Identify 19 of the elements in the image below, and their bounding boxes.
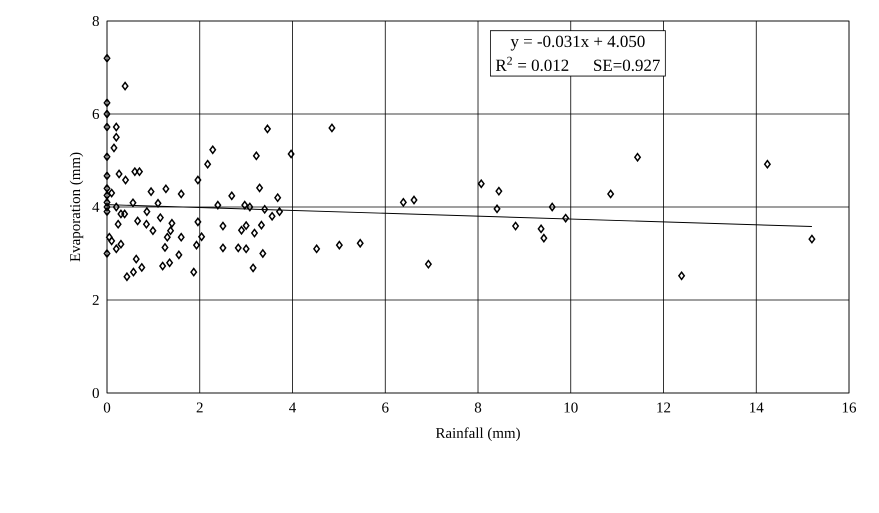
x-tick-label: 2 [196,402,203,412]
annotation: R$^{2}$ = 0.012 [496,56,568,72]
y-axis-title: Evaporation (mm) [70,152,84,262]
x-tick-label: 12 [657,402,670,412]
x-tick-label: 4 [289,402,296,412]
x-tick-label: 14 [750,402,764,412]
x-tick-label: 8 [474,402,482,413]
x-tick-label: 10 [564,402,578,413]
y-tick-label: 4 [92,202,100,212]
x-tick-label: 6 [382,402,389,413]
x-tick-label: 16 [842,402,856,413]
annotation: y = -0.031x + 4.050 [510,36,645,51]
x-axis-title: Rainfall (mm) [436,427,520,442]
y-tick-label: 2 [92,295,99,305]
x-tick-label: 0 [104,402,110,413]
y-tick-label: 0 [92,388,99,398]
annotation: SE=0.927 [594,60,660,72]
y-tick-label: 6 [92,108,100,120]
y-tick-label: 8 [92,16,99,26]
